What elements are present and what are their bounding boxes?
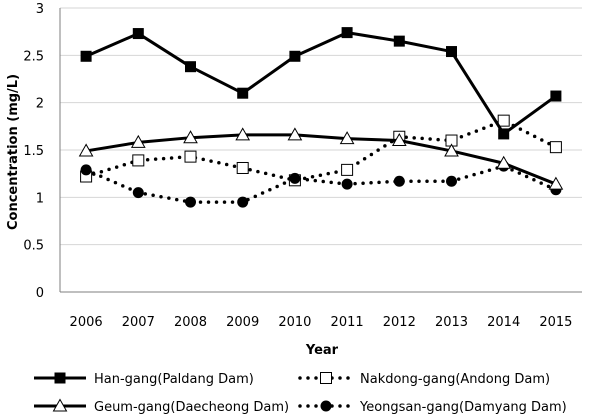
x-tick-label: 2009: [226, 315, 259, 330]
series-line: [84, 164, 558, 204]
legend-item: Geum-gang(Daecheong Dam): [34, 398, 289, 415]
data-point: [497, 114, 510, 127]
label-layer: 0 0.5 1 1.5 2 2.5 3 2006 2007 2008 2009 2010 2011 201…: [23, 2, 572, 330]
y-tick-label: 2.5: [23, 49, 44, 64]
data-point: [341, 27, 353, 39]
data-point: [236, 161, 249, 174]
x-tick-label: 2013: [435, 315, 468, 330]
y-tick-label: 0: [36, 286, 44, 301]
x-tick-label: 2015: [539, 315, 572, 330]
data-point: [132, 28, 144, 40]
y-tick-label: 1: [36, 191, 44, 206]
data-point: [498, 128, 510, 140]
x-tick-label: 2010: [278, 315, 311, 330]
data-point: [393, 35, 405, 47]
y-axis-title: Concentration (mg/L): [6, 74, 21, 230]
series-line: [84, 118, 558, 183]
x-tick-label: 2014: [487, 315, 520, 330]
axis-layer: [59, 8, 582, 293]
y-tick-label: 2: [36, 97, 44, 112]
data-point: [235, 127, 251, 141]
data-point: [185, 61, 196, 73]
legend: Han-gang(Paldang Dam) Nakdong-gang(Andong…: [34, 372, 567, 415]
legend-marker: [54, 372, 66, 384]
y-tick-label: 1.5: [23, 144, 44, 159]
x-tick-label: 2006: [70, 315, 103, 330]
legend-marker: [320, 372, 332, 384]
series-4: [80, 160, 562, 208]
legend-label: Nakdong-gang(Andong Dam): [360, 372, 550, 387]
data-point: [130, 134, 146, 148]
data-point: [185, 196, 196, 208]
data-point: [237, 87, 249, 99]
legend-item: Yeongsan-gang(Damyang Dam): [298, 400, 567, 415]
data-point: [393, 175, 405, 187]
y-tick-label: 3: [36, 2, 44, 17]
x-tick-label: 2008: [174, 315, 207, 330]
series-layer: [78, 27, 564, 208]
grid-layer: [60, 7, 582, 293]
series-1: [80, 27, 562, 140]
data-point: [287, 127, 303, 141]
data-point: [184, 150, 197, 163]
data-point: [341, 163, 354, 176]
data-point: [183, 130, 198, 144]
data-point: [78, 143, 94, 157]
data-point: [80, 50, 92, 62]
x-axis-title: Year: [305, 343, 339, 358]
legend-label: Han-gang(Paldang Dam): [94, 372, 254, 387]
legend-item: Nakdong-gang(Andong Dam): [298, 372, 550, 387]
data-point: [550, 90, 562, 102]
data-point: [341, 178, 353, 190]
data-point: [132, 187, 144, 199]
y-tick-label: 0.5: [23, 239, 44, 254]
legend-marker: [52, 398, 68, 412]
legend-label: Yeongsan-gang(Damyang Dam): [359, 400, 567, 415]
series-line: [85, 31, 557, 136]
data-point: [339, 131, 355, 145]
series-3: [78, 127, 564, 190]
data-point: [289, 172, 301, 184]
legend-item: Han-gang(Paldang Dam): [34, 372, 254, 387]
data-point: [444, 143, 459, 157]
x-tick-label: 2012: [383, 315, 416, 330]
data-point: [391, 133, 407, 147]
legend-label: Geum-gang(Daecheong Dam): [94, 400, 289, 415]
data-point: [80, 164, 92, 176]
data-point: [446, 46, 457, 58]
data-point: [548, 176, 564, 190]
data-point: [289, 50, 301, 62]
data-point: [237, 196, 249, 208]
legend-marker: [320, 400, 332, 412]
data-point: [446, 175, 457, 187]
x-tick-label: 2011: [331, 315, 364, 330]
data-point: [132, 154, 145, 167]
data-point: [496, 155, 512, 169]
x-tick-label: 2007: [122, 315, 155, 330]
series-line: [85, 133, 557, 186]
data-point: [549, 141, 562, 154]
